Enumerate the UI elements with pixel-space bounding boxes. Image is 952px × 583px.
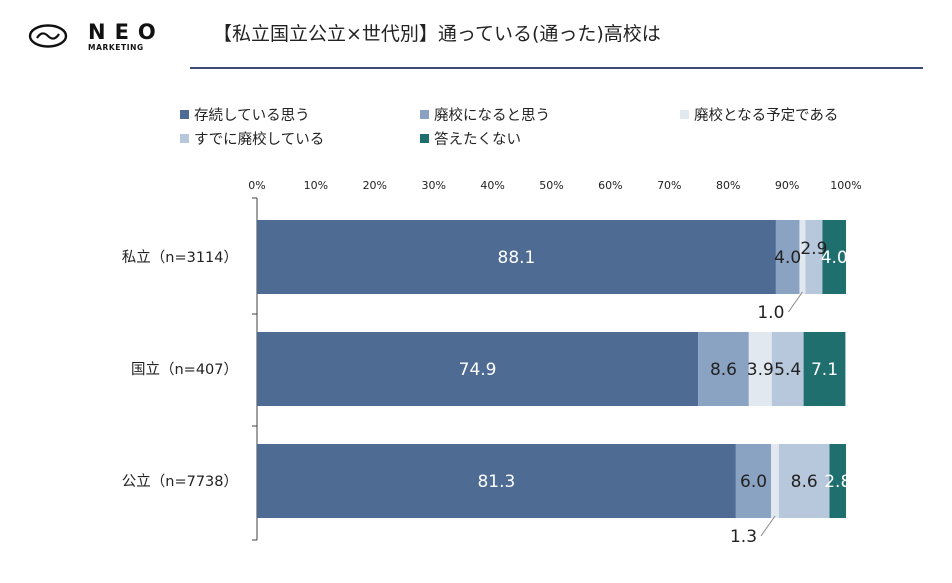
- x-tick-label: 10%: [304, 179, 328, 192]
- bar-segment: [771, 444, 779, 518]
- bar-segment: [822, 220, 846, 294]
- legend-swatch: [180, 134, 189, 143]
- neo-marketing-logo: NEO MARKETING: [28, 20, 188, 52]
- data-label: 4.0: [821, 248, 848, 268]
- callout-line: [788, 291, 803, 313]
- x-tick-label: 0%: [248, 179, 265, 192]
- legend-item: 存続している思う: [180, 104, 310, 125]
- data-label: 8.6: [710, 360, 737, 380]
- data-label: 4.0: [774, 248, 801, 268]
- category-label: 国立（n=407）: [131, 361, 238, 378]
- bar-segment: [257, 332, 699, 406]
- bar-segment: [698, 332, 749, 406]
- data-label: 74.9: [459, 360, 497, 380]
- chart-legend: 存続している思う 廃校になると思う 廃校となる予定であるすでに廃校している 答えたくな…: [180, 104, 900, 152]
- legend-item: 答えたくない: [420, 128, 521, 149]
- data-label: 88.1: [498, 248, 536, 268]
- x-tick-label: 20%: [363, 179, 387, 192]
- bar-segment: [829, 444, 846, 518]
- bar-segment: [257, 444, 736, 518]
- legend-swatch: [420, 134, 429, 143]
- callout-line: [760, 515, 776, 537]
- x-tick-label: 40%: [480, 179, 504, 192]
- bar-segment: [799, 220, 806, 294]
- bar-segment: [803, 332, 846, 406]
- bar-segment: [748, 332, 772, 406]
- data-label: 2.8: [824, 472, 851, 492]
- data-label: 1.3: [730, 527, 757, 547]
- legend-label: 廃校になると思う: [434, 108, 550, 124]
- chart-title: 【私立国立公立×世代別】通っている(通った)高校は: [213, 23, 661, 45]
- data-label: 81.3: [477, 472, 515, 492]
- data-label: 8.6: [791, 472, 818, 492]
- legend-swatch: [680, 110, 689, 119]
- x-tick-label: 30%: [421, 179, 445, 192]
- title-underline: [190, 67, 923, 69]
- x-tick-label: 60%: [598, 179, 622, 192]
- x-tick-label: 90%: [775, 179, 799, 192]
- category-label: 私立（n=3114）: [122, 249, 238, 266]
- x-tick-label: 80%: [716, 179, 740, 192]
- legend-item: すでに廃校している: [180, 128, 324, 149]
- legend-label: 存続している思う: [194, 108, 310, 124]
- category-label: 公立（n=7738）: [122, 473, 238, 490]
- bar-segment: [771, 332, 804, 406]
- legend-swatch: [420, 110, 429, 119]
- data-label: 6.0: [740, 472, 767, 492]
- data-label: 7.1: [811, 360, 838, 380]
- bar-segment: [775, 220, 800, 294]
- logo-wordmark: NEO: [88, 20, 165, 44]
- legend-label: 廃校となる予定である: [694, 108, 839, 124]
- bar-segment: [805, 220, 823, 294]
- legend-label: 答えたくない: [434, 132, 521, 148]
- x-tick-label: 100%: [830, 179, 861, 192]
- data-label: 2.9: [800, 239, 827, 259]
- legend-item: 廃校となる予定である: [680, 104, 838, 125]
- bar-segment: [257, 220, 776, 294]
- data-label: 5.4: [774, 360, 801, 380]
- bar-segment: [735, 444, 772, 518]
- data-label: 1.0: [757, 303, 784, 323]
- x-tick-label: 70%: [657, 179, 681, 192]
- legend-item: 廃校になると思う: [420, 104, 550, 125]
- legend-label: すでに廃校している: [194, 132, 325, 148]
- logo-subtitle: MARKETING: [88, 43, 144, 52]
- x-tick-label: 50%: [539, 179, 563, 192]
- data-label: 3.9: [747, 360, 774, 380]
- logo-wave-icon: [28, 24, 68, 48]
- bar-segment: [778, 444, 830, 518]
- legend-swatch: [180, 110, 189, 119]
